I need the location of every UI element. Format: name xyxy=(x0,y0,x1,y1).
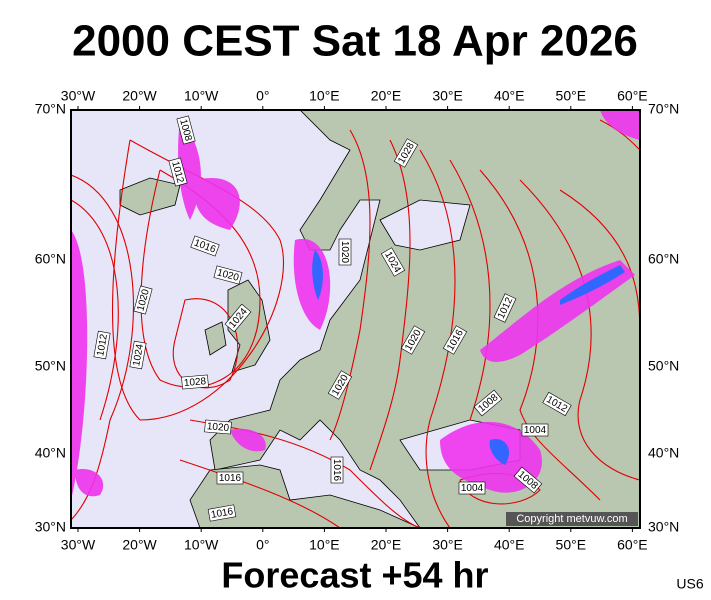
isobar-label: 1020 xyxy=(206,421,230,434)
top-lon-label: 10°E xyxy=(309,88,340,104)
left-lat-label: 60°N xyxy=(35,251,66,267)
forecast-label: Forecast +54 hr xyxy=(221,555,488,596)
isobar-label-box xyxy=(204,419,232,435)
isobar-label-box xyxy=(442,325,468,355)
top-lon-label: 20°E xyxy=(371,88,402,104)
isobar-label-box xyxy=(542,391,572,417)
isobar-label-group: 1020 xyxy=(133,285,153,315)
right-lat-label: 50°N xyxy=(648,358,679,374)
top-lon-label: 30°W xyxy=(61,88,96,104)
isobar-label-box xyxy=(213,265,243,285)
right-lat-label: 70°N xyxy=(648,101,679,117)
isobars xyxy=(71,119,640,528)
isobar-label: 1016 xyxy=(331,459,342,482)
isobar-label-group: 1012 xyxy=(93,330,111,360)
isobar-label-group: 1004 xyxy=(521,423,549,437)
isobar-label-box xyxy=(400,325,426,355)
isobar-label-box xyxy=(330,456,344,484)
bottom-lon-label: 50°E xyxy=(556,537,587,553)
isobar-label: 1028 xyxy=(183,376,207,389)
top-lon-label: 10°W xyxy=(184,88,219,104)
title: 2000 CEST Sat 18 Apr 2026 xyxy=(72,17,638,66)
bottom-lon-label: 0° xyxy=(256,537,269,553)
top-lon-label: 60°E xyxy=(617,88,648,104)
isobar-label-box xyxy=(133,285,153,315)
copyright: Copyright metvuw.com xyxy=(516,513,627,525)
bottom-lon-label: 40°E xyxy=(494,537,525,553)
isobar-label-group: 1024 xyxy=(129,340,147,370)
isobar-label-box xyxy=(216,471,244,485)
bottom-lon-label: 10°W xyxy=(184,537,219,553)
isobar-label-box xyxy=(458,481,486,495)
bottom-lon-label: 10°E xyxy=(309,537,340,553)
isobar-label-box xyxy=(521,423,549,437)
top-lon-label: 30°E xyxy=(432,88,463,104)
bottom-lon-label: 60°E xyxy=(617,537,648,553)
region-code: US6 xyxy=(676,576,703,592)
right-lat-label: 60°N xyxy=(648,251,679,267)
isobar-label: 1004 xyxy=(524,425,547,436)
map-area: 1008101210161020102410201024101210281020… xyxy=(71,110,640,528)
copyright-box xyxy=(506,512,638,526)
left-lat-label: 70°N xyxy=(35,101,66,117)
isobar-label-box xyxy=(181,374,209,390)
left-lat-label: 30°N xyxy=(35,519,66,535)
isobar-label: 1016 xyxy=(210,506,234,521)
isobar-label-box xyxy=(168,157,188,187)
isobar-label-box xyxy=(338,238,352,266)
isobar-label: 1016 xyxy=(219,473,242,484)
isobar-label-group: 1020 xyxy=(338,238,352,266)
isobar-label-box xyxy=(224,303,252,333)
isobar-label-group: 1020 xyxy=(204,419,232,435)
isobar-label-group: 1012 xyxy=(168,157,188,187)
isobar-label-box xyxy=(473,389,503,417)
bottom-lon-label: 30°E xyxy=(432,537,463,553)
top-lon-label: 50°E xyxy=(556,88,587,104)
top-lon-label: 0° xyxy=(256,88,269,104)
isobar-label-group: 1020 xyxy=(213,265,243,285)
isobar-label-box xyxy=(129,340,147,370)
heavy-precipitation xyxy=(312,250,625,465)
isobar-label-group: 1008 xyxy=(176,115,196,145)
isobar-label-group: 1028 xyxy=(181,374,209,390)
isobar-label-box xyxy=(207,504,237,522)
bottom-lon-label: 30°W xyxy=(61,537,96,553)
left-lat-label: 50°N xyxy=(35,358,66,374)
bottom-lon-label: 20°E xyxy=(371,537,402,553)
isobar-label-group: 1004 xyxy=(458,481,486,495)
bottom-lon-label: 20°W xyxy=(122,537,157,553)
isobar-label-box xyxy=(513,466,543,494)
isobar-label-box xyxy=(176,115,196,145)
map-frame xyxy=(70,109,641,529)
isobar-label: 1012 xyxy=(95,333,110,357)
isobar-label-group: 1016 xyxy=(330,456,344,484)
right-lat-label: 40°N xyxy=(648,445,679,461)
isobar-label: 1020 xyxy=(339,241,350,264)
isobar-label-group: 1016 xyxy=(207,504,237,522)
top-lon-label: 20°W xyxy=(122,88,157,104)
left-lat-label: 40°N xyxy=(35,445,66,461)
isobar-label-box xyxy=(190,235,220,257)
isobar-label: 1004 xyxy=(461,483,484,494)
isobar-label-box xyxy=(93,330,111,360)
isobar-label-group: 1016 xyxy=(216,471,244,485)
top-lon-label: 40°E xyxy=(494,88,525,104)
isobar-label-box xyxy=(393,138,419,168)
isobar-label-box xyxy=(327,370,353,400)
isobar-label-box xyxy=(380,247,406,277)
isobar-label: 1024 xyxy=(131,343,146,367)
right-lat-label: 30°N xyxy=(648,519,679,535)
isobar-label-box xyxy=(493,293,517,323)
